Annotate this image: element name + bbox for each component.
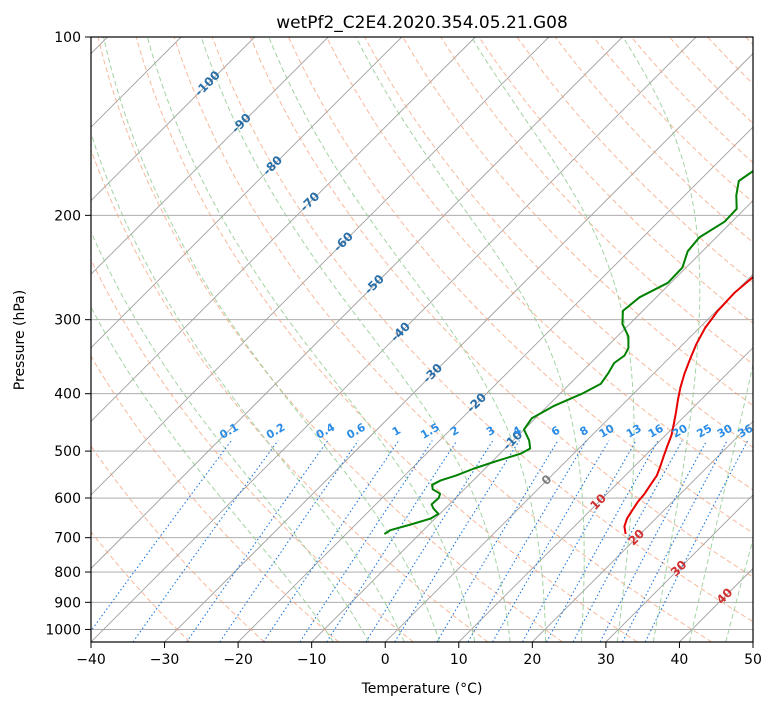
x-tick-label: 50 [744, 652, 762, 668]
x-tick-label: 0 [381, 652, 390, 668]
y-tick-label: 700 [54, 531, 81, 547]
x-tick-label: 10 [450, 652, 468, 668]
x-tick-label: −40 [76, 652, 106, 668]
y-tick-label: 300 [54, 313, 81, 329]
y-tick-label: 500 [54, 444, 81, 460]
x-axis-label: Temperature (°C) [361, 681, 483, 697]
y-tick-label: 100 [54, 30, 81, 46]
y-tick-label: 900 [54, 595, 81, 611]
y-tick-label: 800 [54, 565, 81, 581]
x-tick-label: 20 [523, 652, 541, 668]
x-tick-label: 40 [671, 652, 689, 668]
x-tick-label: 30 [597, 652, 615, 668]
x-tick-label: −30 [150, 652, 180, 668]
chart-title: wetPf2_C2E4.2020.354.05.21.G08 [276, 13, 568, 33]
y-axis-label: Pressure (hPa) [12, 290, 28, 390]
y-tick-label: 200 [54, 208, 81, 224]
x-tick-label: −20 [223, 652, 253, 668]
x-tick-label: −10 [297, 652, 327, 668]
y-tick-label: 1000 [45, 622, 81, 638]
y-tick-label: 400 [54, 387, 81, 403]
y-tick-label: 600 [54, 491, 81, 507]
